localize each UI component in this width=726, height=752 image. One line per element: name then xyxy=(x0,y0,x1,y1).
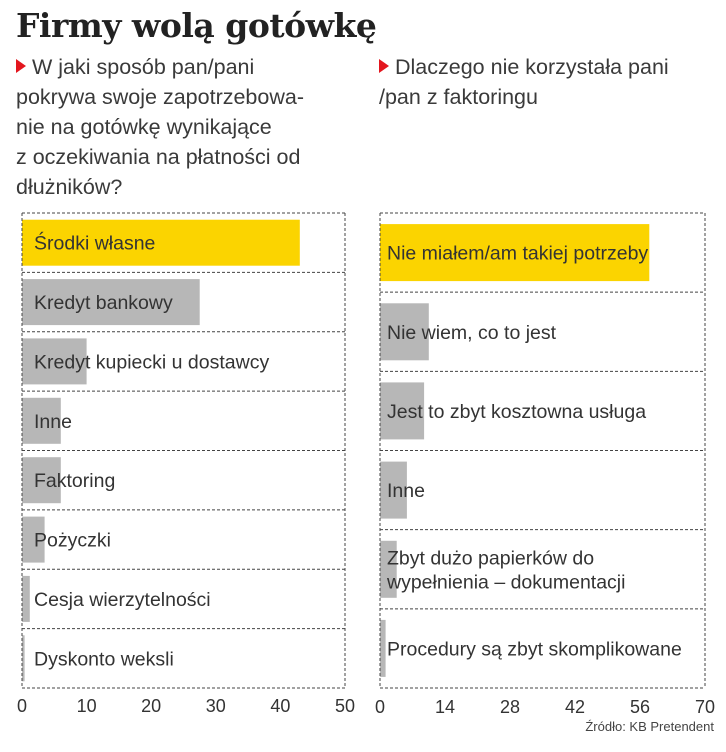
right-chart-question: Dlaczego nie korzystała pani/pan z fakto… xyxy=(379,52,719,112)
right-bar-2 xyxy=(380,382,425,440)
left-question-line: nie na gotówkę wynikające xyxy=(16,115,272,139)
right-tick-label: 28 xyxy=(500,697,520,717)
right-category-label: Zbyt dużo papierków do xyxy=(387,547,594,569)
right-bar-4 xyxy=(380,540,397,598)
left-category-label: Kredyt bankowy xyxy=(34,292,173,314)
right-tick-label: 56 xyxy=(630,697,650,717)
left-category-label: Pożyczki xyxy=(34,530,111,552)
triangle-marker-icon xyxy=(16,59,26,73)
right-tick-label: 0 xyxy=(375,697,385,717)
left-category-label: Cesja wierzytelności xyxy=(34,589,211,611)
right-bar-5 xyxy=(380,619,386,677)
left-chart-question: W jaki sposób pan/pani pokrywa swoje zapo… xyxy=(16,52,366,202)
left-category-label: Dyskonto weksli xyxy=(34,648,174,670)
left-bar-2 xyxy=(22,338,87,385)
triangle-marker-icon xyxy=(379,59,389,73)
left-question-line: z oczekiwania na płatności od xyxy=(16,145,301,169)
left-bar-6 xyxy=(22,575,30,622)
left-category-label: Inne xyxy=(34,411,72,433)
source-note: Źródło: KB Pretendent xyxy=(585,719,714,734)
left-bar-7 xyxy=(22,635,25,682)
right-bar-1 xyxy=(380,303,429,361)
left-bar-5 xyxy=(22,516,45,563)
left-tick-label: 0 xyxy=(17,696,27,716)
left-tick-label: 30 xyxy=(206,696,226,716)
left-category-label: Faktoring xyxy=(34,470,115,492)
left-category-label: Kredyt kupiecki u dostawcy xyxy=(34,351,269,373)
left-bar-1 xyxy=(22,279,200,326)
right-category-label: Nie wiem, co to jest xyxy=(387,322,557,344)
left-question-line: dłużników? xyxy=(16,175,123,199)
right-tick-label: 14 xyxy=(435,697,455,717)
right-category-label: Nie miałem/am takiej potrzeby xyxy=(387,243,648,265)
left-question-line: pokrywa swoje zapotrzebowa- xyxy=(16,85,304,109)
right-category-label: Procedury są zbyt skomplikowane xyxy=(387,638,682,660)
left-tick-label: 50 xyxy=(335,696,355,716)
left-tick-label: 40 xyxy=(270,696,290,716)
chart-title: Firmy wolą gotówkę xyxy=(16,6,377,45)
left-tick-label: 10 xyxy=(77,696,97,716)
left-bar-3 xyxy=(22,397,61,444)
right-tick-label: 42 xyxy=(565,697,585,717)
left-tick-label: 20 xyxy=(141,696,161,716)
left-bar-0 xyxy=(22,219,300,266)
right-category-label: Jest to zbyt kosztowna usługa xyxy=(387,401,646,423)
right-question-line: Dlaczego nie korzystała pani xyxy=(395,55,669,79)
left-bar-4 xyxy=(22,457,61,504)
right-bar-0 xyxy=(380,224,650,282)
right-question-line: /pan z faktoringu xyxy=(379,85,538,109)
right-bar-3 xyxy=(380,461,407,519)
left-question-line: W jaki sposób pan/pani xyxy=(32,55,255,79)
left-category-label: Środki własne xyxy=(34,231,155,255)
right-category-label: wypełnienia – dokumentacji xyxy=(386,571,625,593)
right-category-label: Inne xyxy=(387,480,425,502)
right-tick-label: 70 xyxy=(695,697,715,717)
